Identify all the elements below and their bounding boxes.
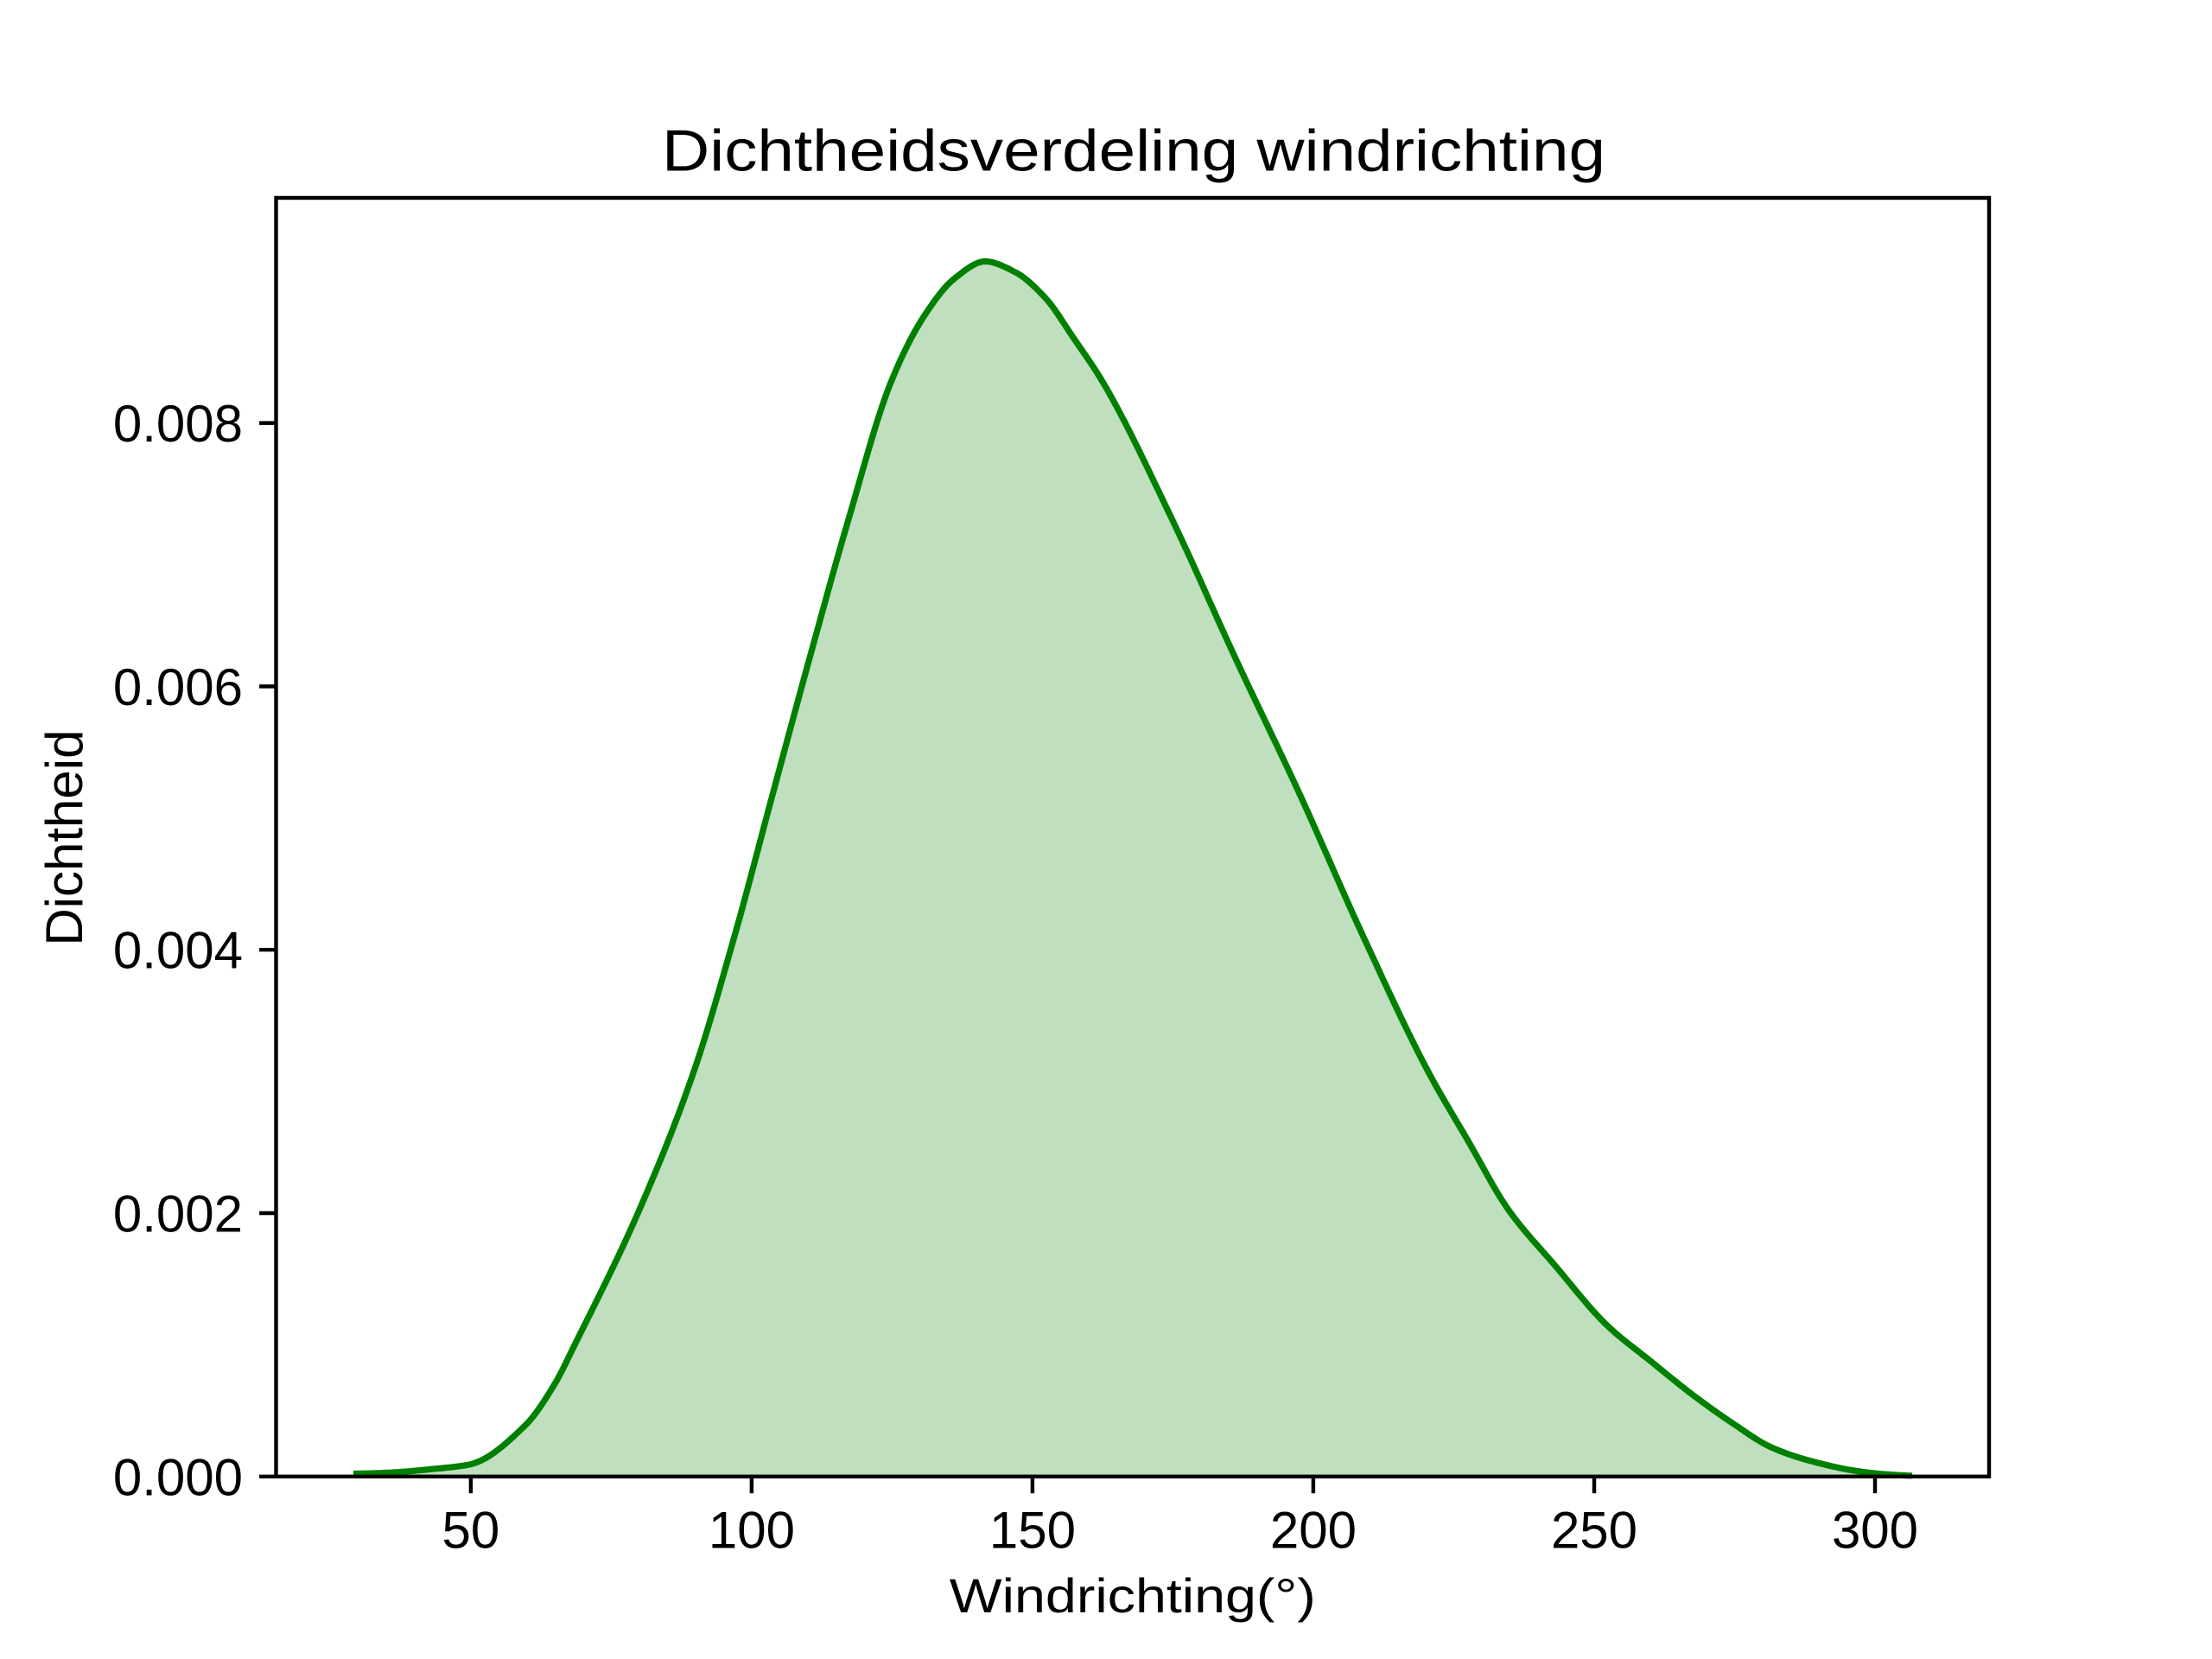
- svg-text:Dichtheid: Dichtheid: [35, 730, 93, 946]
- svg-text:50: 50: [442, 1502, 500, 1560]
- svg-text:100: 100: [709, 1502, 795, 1560]
- svg-text:200: 200: [1270, 1502, 1357, 1560]
- svg-text:150: 150: [989, 1502, 1076, 1560]
- svg-text:0.000: 0.000: [113, 1448, 243, 1506]
- svg-text:Dichtheidsverdeling windrichti: Dichtheidsverdeling windrichting: [662, 119, 1605, 184]
- svg-text:0.002: 0.002: [113, 1185, 243, 1243]
- svg-text:0.006: 0.006: [113, 658, 243, 716]
- svg-text:300: 300: [1832, 1502, 1918, 1560]
- svg-text:Windrichting(°): Windrichting(°): [950, 1568, 1316, 1623]
- svg-text:250: 250: [1551, 1502, 1637, 1560]
- svg-text:0.004: 0.004: [113, 922, 243, 980]
- svg-text:0.008: 0.008: [113, 395, 243, 453]
